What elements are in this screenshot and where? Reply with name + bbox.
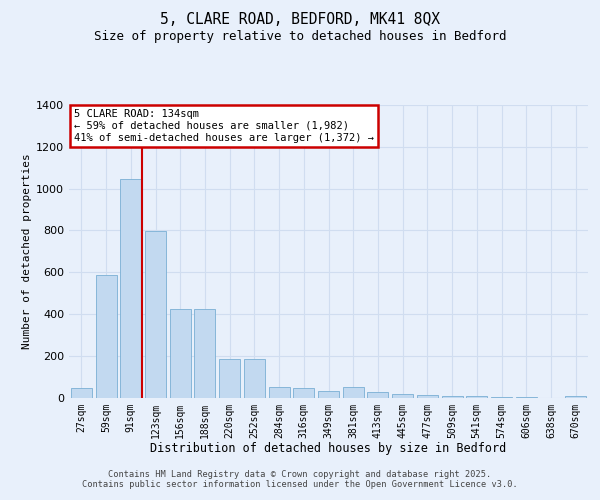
Bar <box>269 387 290 398</box>
Bar <box>71 388 92 398</box>
Text: Size of property relative to detached houses in Bedford: Size of property relative to detached ho… <box>94 30 506 43</box>
Bar <box>95 276 116 398</box>
Bar <box>417 396 438 398</box>
Bar <box>466 396 487 398</box>
Text: 5, CLARE ROAD, BEDFORD, MK41 8QX: 5, CLARE ROAD, BEDFORD, MK41 8QX <box>160 12 440 28</box>
Bar <box>219 359 240 398</box>
Bar <box>318 391 339 398</box>
Bar <box>491 397 512 398</box>
Bar <box>565 396 586 398</box>
Text: Contains HM Land Registry data © Crown copyright and database right 2025.
Contai: Contains HM Land Registry data © Crown c… <box>82 470 518 489</box>
Bar <box>343 387 364 398</box>
Text: 5 CLARE ROAD: 134sqm
← 59% of detached houses are smaller (1,982)
41% of semi-de: 5 CLARE ROAD: 134sqm ← 59% of detached h… <box>74 110 374 142</box>
X-axis label: Distribution of detached houses by size in Bedford: Distribution of detached houses by size … <box>151 442 506 455</box>
Bar <box>244 359 265 398</box>
Bar <box>442 396 463 398</box>
Bar <box>392 394 413 398</box>
Bar <box>194 308 215 398</box>
Bar <box>145 232 166 398</box>
Y-axis label: Number of detached properties: Number of detached properties <box>22 154 32 349</box>
Bar <box>120 179 141 398</box>
Bar <box>367 392 388 398</box>
Bar <box>293 388 314 398</box>
Bar <box>170 308 191 398</box>
